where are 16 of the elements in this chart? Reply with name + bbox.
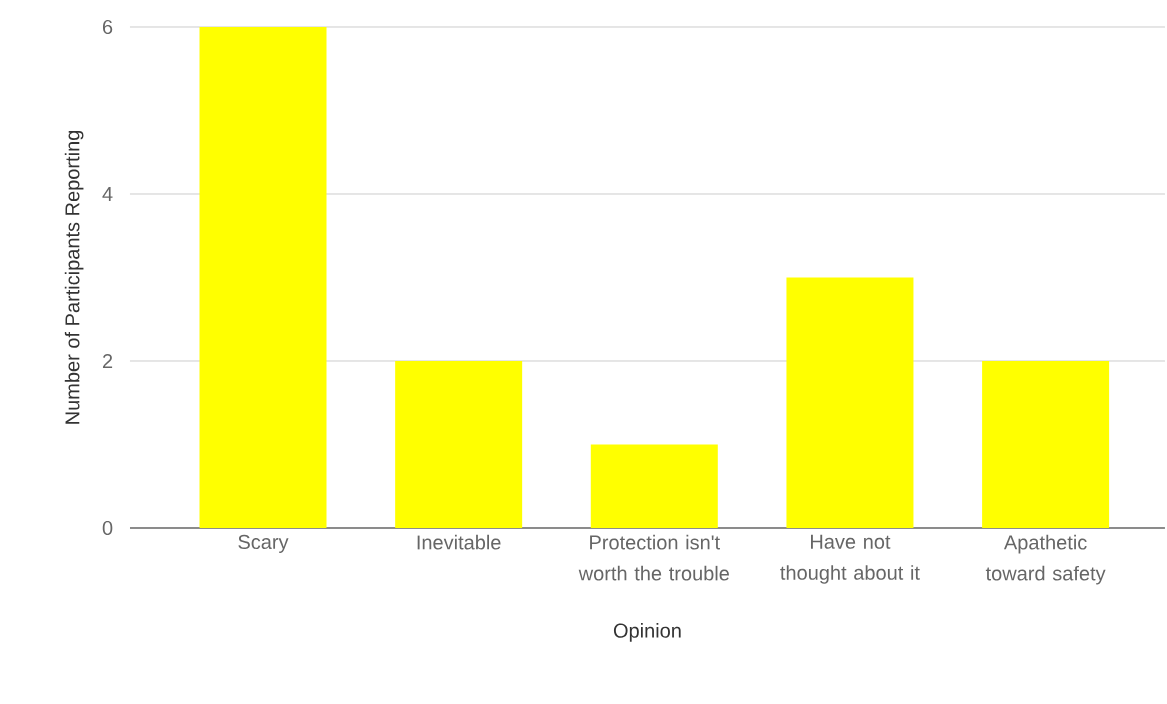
bar: [786, 277, 914, 528]
x-tick-label: Scary: [238, 534, 289, 553]
y-tick-label: 2: [102, 354, 113, 368]
bar: [395, 361, 523, 528]
y-tick-label: 0: [102, 520, 113, 536]
x-axis-title: Opinion: [613, 623, 681, 642]
x-tick-label: Inevitable: [417, 534, 501, 550]
bar: [982, 361, 1110, 528]
y-tick-label: 6: [102, 19, 113, 35]
x-tick-label: Apathetic toward safety: [985, 534, 1106, 585]
bar: [590, 444, 718, 528]
x-tick-label: Have not thought about it: [780, 534, 920, 584]
y-tick-label: 4: [102, 187, 113, 201]
x-tick-label: Protection isn't worth the trouble: [578, 534, 729, 581]
y-axis-title: Number of Participants Reporting: [64, 131, 84, 424]
bar: [199, 27, 327, 528]
